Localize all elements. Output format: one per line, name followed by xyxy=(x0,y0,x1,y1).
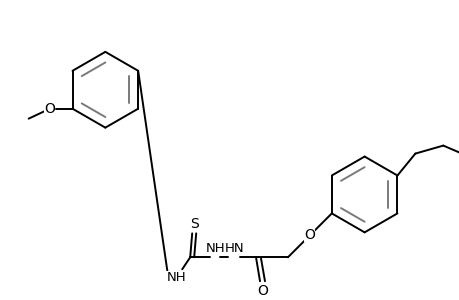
Text: NH: NH xyxy=(205,242,224,255)
Text: O: O xyxy=(44,102,55,116)
Text: O: O xyxy=(304,228,314,242)
Text: NH: NH xyxy=(166,271,185,284)
Text: O: O xyxy=(257,284,268,298)
Text: S: S xyxy=(190,218,198,231)
Text: HN: HN xyxy=(224,242,243,255)
